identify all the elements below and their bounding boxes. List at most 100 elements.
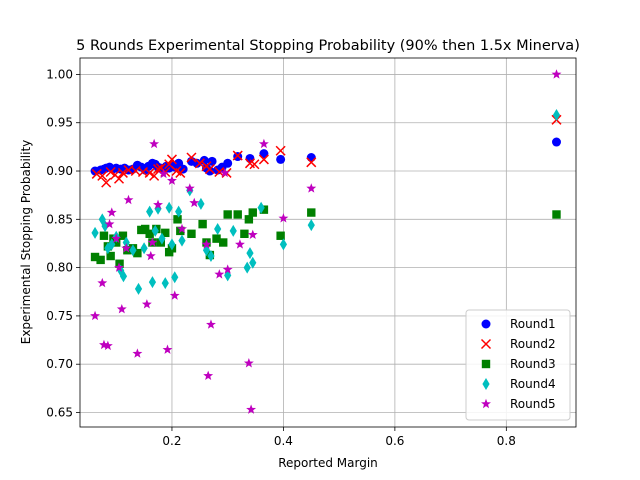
y-tick-label: 0.65 [46,406,73,420]
round2-point [175,167,186,178]
round4-point [175,205,183,218]
round3-point [99,231,109,240]
round2-point [194,158,205,169]
y-tick-label: 1.00 [46,67,73,81]
round5-point [141,299,152,309]
round4-point [168,238,176,251]
round5-point [121,243,132,253]
round4-point [246,247,254,260]
round4-point [552,108,561,121]
legend-label: Round1 [510,317,556,331]
round4-point [119,270,128,283]
round1-point [223,158,233,168]
legend-marker [482,378,490,390]
round5-point [149,138,160,149]
x-tick-label: 0.8 [497,434,516,448]
round5-point [169,290,180,300]
round3-point [161,228,170,238]
round5-point [551,69,562,79]
round4-point [214,222,222,235]
round5-point [114,262,124,272]
round3-point [233,210,242,219]
round4-point [249,256,257,269]
round4-point [257,201,265,214]
round1-point [276,154,286,164]
round5-point [278,213,289,223]
round5-point [123,194,134,205]
x-tick-label: 0.4 [274,434,293,448]
round5-point [222,264,233,274]
round1-point [245,153,255,163]
round5-point [104,218,115,229]
round5-point [153,199,163,210]
round3-point [223,210,232,219]
round4-point [197,197,205,210]
round4-point [171,271,179,284]
round5-point [219,167,230,178]
round3-point [212,234,221,243]
round3-point [173,215,182,224]
round5-point [258,138,269,149]
round4-point [146,205,154,218]
round3-point [133,248,142,258]
round3-point [240,229,249,239]
round2-point [113,173,125,184]
y-tick-label: 0.90 [46,164,73,178]
round4-point [178,234,186,247]
round4-point [129,244,137,257]
round3-point [248,208,257,217]
data-points [90,69,562,414]
round5-point [102,340,113,351]
round3-point [276,231,285,240]
round2-point [91,168,102,179]
round5-point [246,404,257,414]
round4-point [207,250,215,263]
round5-point [90,310,100,321]
round4-point [279,238,288,251]
round4-point [229,224,237,237]
legend-marker [481,359,491,369]
round3-point [307,208,316,217]
round5-point [162,344,173,354]
round4-point [165,201,173,214]
plot-frame [79,57,577,428]
round2-point [101,177,112,188]
round1-point [306,152,316,162]
y-tick-label: 0.75 [46,309,73,323]
legend-label: Round2 [510,337,556,351]
legend-label: Round4 [510,377,556,391]
round4-point [148,276,157,289]
round5-point [306,183,317,193]
round2-point [105,166,116,178]
legend-label: Round3 [510,357,556,371]
round1-point [205,166,215,176]
round3-point [118,231,128,240]
round2-point [232,150,243,161]
round5-point [111,233,122,243]
round3-point [259,205,269,214]
round5-point [116,303,127,314]
round5-point [184,183,195,193]
round5-point [206,319,216,329]
x-axis-title: Reported Margin [278,456,378,470]
round3-point [552,210,561,219]
round3-point [96,255,105,265]
y-axis-title: Experimental Stopping Probability [19,140,33,345]
round2-point [97,170,108,181]
round2-point [275,145,286,156]
round3-point [106,251,115,261]
round2-point [258,154,269,165]
round5-point [189,197,200,208]
y-tick-label: 0.80 [46,261,73,275]
y-tick-label: 0.70 [46,357,73,371]
round1-point [551,137,561,147]
round2-point [249,159,260,170]
round5-point [177,223,187,234]
round4-point [307,219,315,232]
round5-point [214,269,225,279]
axis-ticks: 0.2 0.4 0.6 0.8 0.65 0.70 0.75 0.80 0.85 0.90 0.95… [46,67,516,448]
round2-point [152,164,164,175]
round5-point [145,250,156,261]
chart-title: 5 Rounds Experimental Stopping Probabili… [76,38,580,54]
